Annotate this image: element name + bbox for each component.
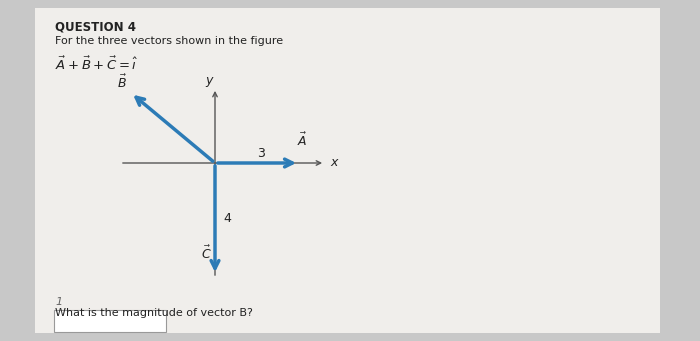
- Text: 1: 1: [55, 297, 62, 307]
- Text: $\vec{A}+\vec{B}+\vec{C}=\hat{\imath}$: $\vec{A}+\vec{B}+\vec{C}=\hat{\imath}$: [55, 56, 138, 73]
- Text: x: x: [330, 157, 337, 169]
- Text: For the three vectors shown in the figure: For the three vectors shown in the figur…: [55, 36, 283, 46]
- Text: 4: 4: [223, 212, 231, 225]
- Text: $\vec{B}$: $\vec{B}$: [117, 74, 127, 91]
- Text: y: y: [205, 74, 213, 87]
- Text: What is the magnitude of vector B?: What is the magnitude of vector B?: [55, 308, 253, 318]
- Text: $\vec{C}$: $\vec{C}$: [201, 245, 211, 262]
- Text: 3: 3: [257, 147, 265, 160]
- Text: QUESTION 4: QUESTION 4: [55, 20, 136, 33]
- FancyBboxPatch shape: [35, 8, 660, 333]
- Text: $\vec{A}$: $\vec{A}$: [297, 132, 307, 149]
- FancyBboxPatch shape: [54, 310, 166, 332]
